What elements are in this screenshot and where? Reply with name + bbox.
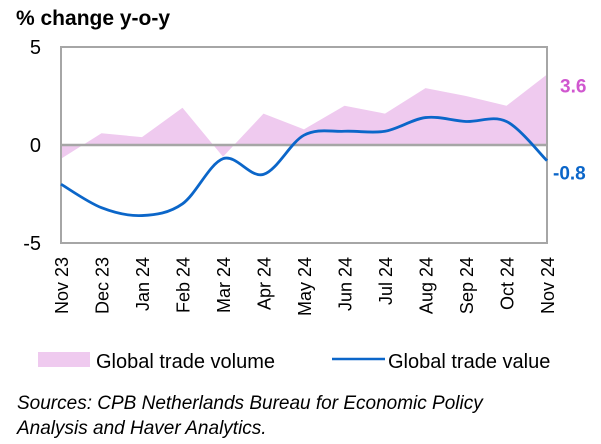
source-line-2: Analysis and Haver Analytics.: [16, 418, 267, 439]
y-tick-label: 0: [30, 135, 41, 157]
x-tick-label: Jan 24: [133, 257, 153, 311]
y-tick-label: 5: [30, 37, 41, 59]
end-label-volume: 3.6: [560, 76, 586, 97]
x-tick-label: May 24: [295, 257, 315, 316]
x-tick-label: Feb 24: [174, 257, 194, 313]
line-global-trade-value: [60, 115, 548, 218]
x-tick-label: Nov 23: [52, 257, 72, 314]
x-tick-label: Jul 24: [376, 257, 396, 305]
x-tick-label: Jun 24: [336, 257, 356, 311]
legend: Global trade volume Global trade value: [38, 351, 550, 373]
x-axis: Nov 23 Dec 23 Jan 24 Feb 24 Mar 24 Apr 24 May …: [52, 257, 558, 316]
x-tick-label: Aug 24: [417, 257, 437, 314]
legend-label-volume: Global trade volume: [96, 351, 275, 373]
x-tick-label: Nov 24: [538, 257, 558, 314]
x-tick-label: Oct 24: [498, 257, 518, 310]
plot-area: [60, 46, 548, 244]
source-line-1: Sources: CPB Netherlands Bureau for Econ…: [17, 393, 484, 414]
x-tick-label: Mar 24: [214, 257, 234, 313]
chart-title: % change y-o-y: [16, 7, 170, 30]
area-global-trade-volume: [61, 74, 547, 159]
y-axis: 5 0 -5: [23, 37, 41, 255]
y-tick-label: -5: [23, 233, 41, 255]
end-label-value: -0.8: [553, 164, 586, 185]
x-tick-label: Sep 24: [457, 257, 477, 314]
x-tick-label: Apr 24: [255, 257, 275, 310]
end-labels: 3.6 -0.8: [553, 76, 586, 184]
legend-swatch-volume: [38, 352, 90, 367]
legend-label-value: Global trade value: [388, 351, 550, 373]
x-tick-label: Dec 23: [93, 257, 113, 314]
